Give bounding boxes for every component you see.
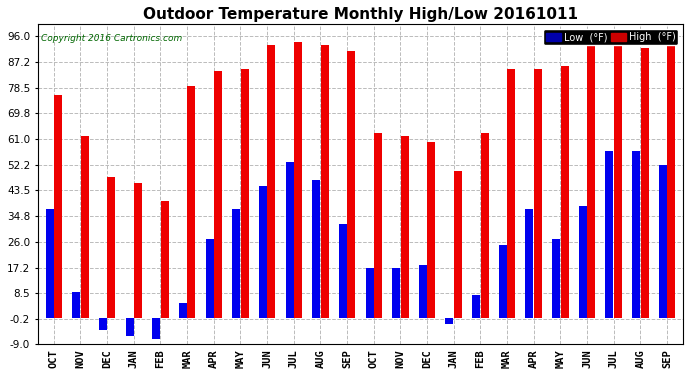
Bar [294,42,302,318]
Bar [446,318,453,324]
Bar [401,136,408,318]
Bar [481,133,489,318]
Bar [579,207,586,318]
Bar [99,318,107,330]
Bar [507,69,515,318]
Bar [347,51,355,318]
Bar [321,45,328,318]
Bar [312,180,320,318]
Bar [659,165,667,318]
Bar [640,48,649,318]
Bar [72,292,80,318]
Bar [268,45,275,318]
Bar [526,209,533,318]
Bar [392,268,400,318]
Bar [587,36,595,318]
Bar [561,66,569,318]
Bar [605,151,613,318]
Bar [374,133,382,318]
Bar [499,244,507,318]
Bar [108,177,115,318]
Bar [134,183,142,318]
Bar [366,268,373,318]
Bar [454,171,462,318]
Bar [286,162,293,318]
Text: Copyright 2016 Cartronics.com: Copyright 2016 Cartronics.com [41,34,182,43]
Bar [632,151,640,318]
Bar [188,86,195,318]
Bar [419,265,427,318]
Legend: Low  (°F), High  (°F): Low (°F), High (°F) [543,29,678,45]
Bar [667,36,676,318]
Bar [233,209,240,318]
Bar [81,136,89,318]
Bar [214,72,222,318]
Bar [427,142,435,318]
Bar [54,95,62,318]
Bar [259,186,267,318]
Bar [179,303,187,318]
Bar [126,318,134,336]
Bar [614,36,622,318]
Title: Outdoor Temperature Monthly High/Low 20161011: Outdoor Temperature Monthly High/Low 201… [143,7,578,22]
Bar [206,239,213,318]
Bar [472,294,480,318]
Bar [534,69,542,318]
Bar [241,69,248,318]
Bar [161,201,169,318]
Bar [552,239,560,318]
Bar [46,209,54,318]
Bar [152,318,160,339]
Bar [339,224,347,318]
